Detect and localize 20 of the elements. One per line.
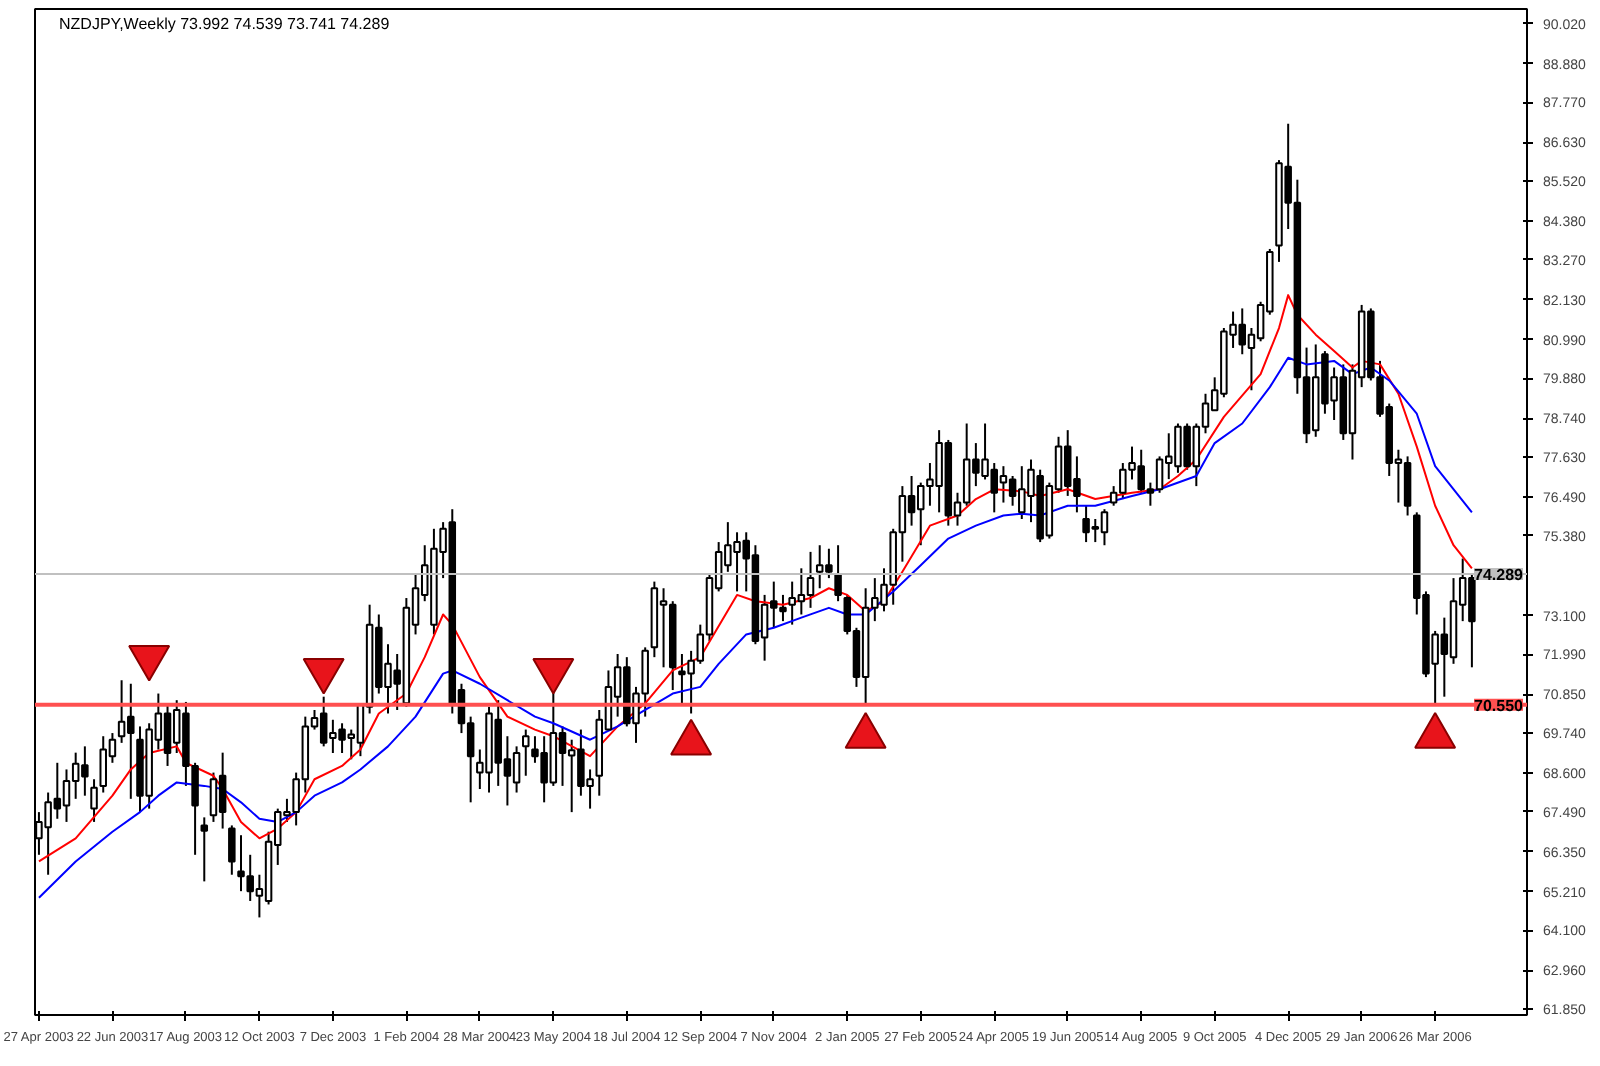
- candlestick: [834, 544, 842, 603]
- candlestick: [512, 745, 521, 794]
- candlestick: [806, 550, 815, 609]
- candlestick: [659, 587, 668, 669]
- candlestick: [522, 728, 530, 777]
- candlestick: [163, 702, 172, 767]
- ref-line-label: 74.289: [1474, 565, 1525, 584]
- candlestick: [1100, 508, 1109, 547]
- chart-title: NZDJPY,Weekly 73.992 74.539 73.741 74.289: [59, 15, 391, 33]
- candlestick: [218, 751, 227, 830]
- candlestick: [1403, 455, 1412, 517]
- ref-line-label: 70.550: [1474, 696, 1525, 715]
- candlestick: [558, 725, 567, 787]
- candlestick: [62, 768, 71, 823]
- candlestick: [228, 824, 236, 876]
- line-series: [37, 294, 1473, 863]
- candlestick: [200, 816, 209, 883]
- candlestick: [209, 771, 218, 823]
- candlestick: [90, 778, 98, 823]
- line-series: [37, 356, 1473, 899]
